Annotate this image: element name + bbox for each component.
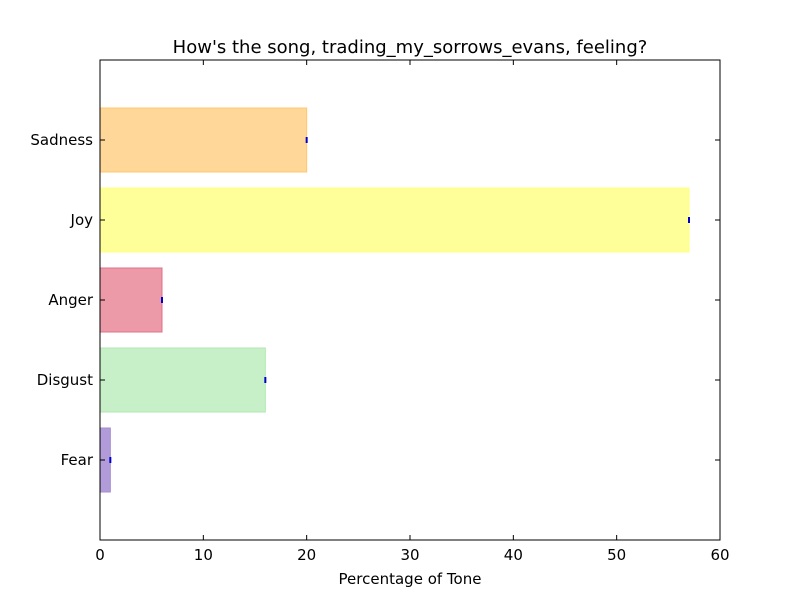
bar-joy — [99, 187, 690, 253]
chart-title: How's the song, trading_my_sorrows_evans… — [173, 37, 648, 58]
y-tick-label: Disgust — [37, 371, 93, 389]
y-tick-label: Sadness — [30, 131, 93, 149]
x-tick-label: 20 — [297, 546, 316, 564]
y-tick-label: Anger — [48, 291, 94, 309]
x-tick-label: 60 — [710, 546, 729, 564]
y-tick-label: Joy — [70, 211, 94, 229]
x-tick-label: 50 — [607, 546, 626, 564]
ticks-group: Fear Disgust Anger Joy Sadness 0 10 20 30 40 50 60 — [30, 60, 730, 564]
bar-anger — [99, 267, 163, 333]
bar-sadness — [99, 107, 308, 173]
x-axis-label: Percentage of Tone — [339, 570, 482, 588]
y-tick-label: Fear — [61, 451, 94, 469]
x-tick-label: 30 — [400, 546, 419, 564]
bars-group — [99, 107, 690, 493]
x-tick-label: 10 — [194, 546, 213, 564]
bar-disgust — [99, 347, 266, 413]
x-tick-label: 0 — [95, 546, 105, 564]
x-tick-label: 40 — [504, 546, 523, 564]
plot-frame — [99, 59, 721, 541]
